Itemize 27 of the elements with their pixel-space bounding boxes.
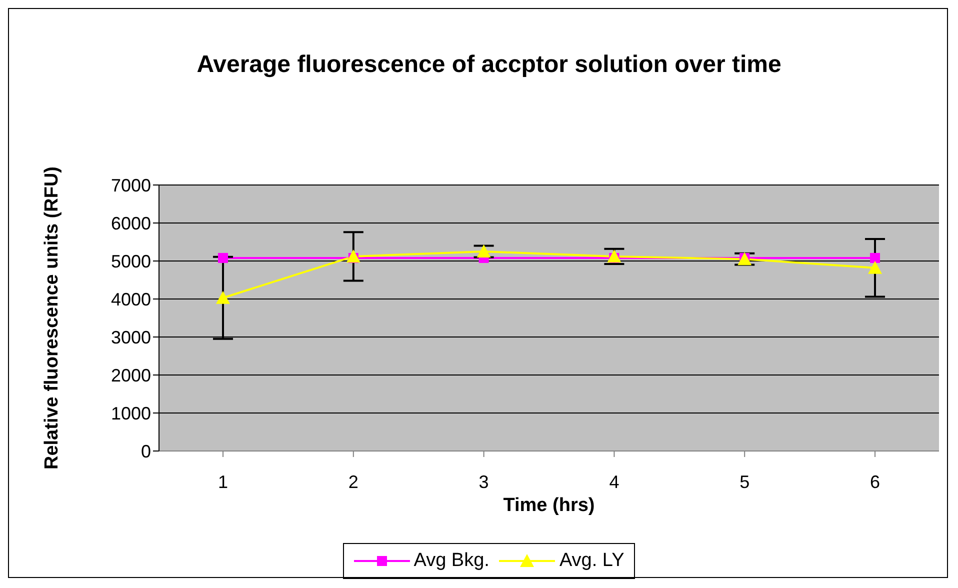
chart-title: Average fluorescence of accptor solution over time <box>196 50 782 80</box>
y-tick-label: 1000 <box>110 403 151 424</box>
x-tick-label: 3 <box>478 472 489 492</box>
point <box>218 252 228 263</box>
y-tick-label: 2000 <box>110 365 151 386</box>
legend-label: Avg Bkg. <box>412 550 490 572</box>
x-tick-label: 5 <box>740 472 750 492</box>
x-tick-label: 2 <box>348 472 358 492</box>
legend-label: Avg. LY <box>558 550 624 572</box>
point <box>346 249 360 262</box>
x-tick-label: 1 <box>218 472 228 492</box>
y-tick-label: 6000 <box>110 213 151 234</box>
point <box>868 260 882 274</box>
y-tick-label: 4000 <box>110 289 151 310</box>
y-tick-label: 3000 <box>110 327 151 348</box>
point <box>216 290 230 304</box>
x-axis-title: Time (hrs) <box>503 495 595 516</box>
point <box>476 244 491 258</box>
point <box>607 249 622 262</box>
y-tick-label: 7000 <box>110 175 151 196</box>
y-tick-label: 0 <box>140 441 151 462</box>
x-tick-label: 4 <box>609 472 620 492</box>
x-tick-label: 6 <box>870 472 880 492</box>
point <box>738 252 752 266</box>
y-tick-label: 5000 <box>110 251 151 272</box>
point <box>870 252 880 263</box>
y-axis-title: Relative fluorescence units (RFU) <box>42 166 63 470</box>
